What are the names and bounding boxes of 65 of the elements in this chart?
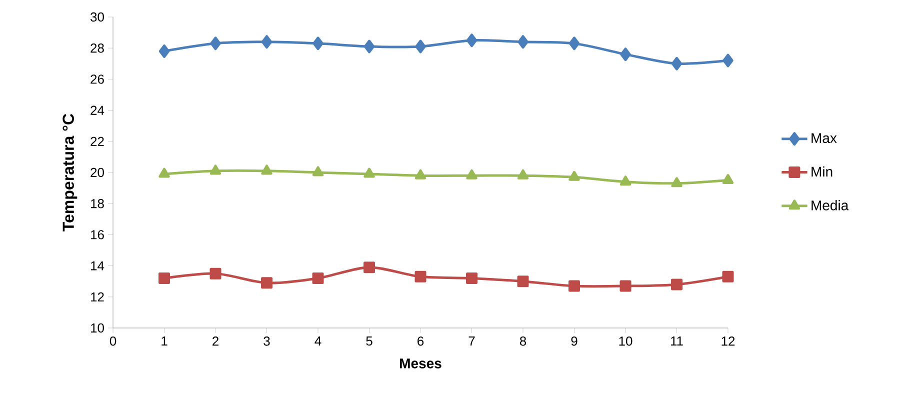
y-tick-label: 28 — [90, 43, 104, 53]
point — [312, 166, 324, 176]
point — [312, 272, 324, 284]
point — [568, 280, 580, 292]
legend-label: Media — [812, 200, 849, 210]
point — [415, 40, 426, 54]
y-tick-label: 24 — [90, 106, 104, 115]
point — [517, 169, 529, 180]
x-tick-label: 4 — [314, 336, 322, 346]
y-tick-label: 14 — [91, 261, 104, 270]
x-tick-label: 8 — [520, 336, 526, 346]
x-tick-label: 7 — [468, 336, 475, 346]
point — [620, 48, 631, 62]
point — [620, 280, 632, 292]
point — [671, 177, 682, 188]
x-tick-label: 5 — [366, 336, 372, 346]
point — [364, 40, 375, 54]
point — [364, 262, 376, 274]
x-tick-label: 3 — [264, 336, 270, 346]
point — [261, 277, 273, 289]
point — [466, 34, 478, 48]
point — [158, 168, 170, 178]
x-axis-title: Meses — [400, 358, 442, 368]
point — [568, 36, 580, 50]
y-tick-label: 30 — [90, 12, 104, 22]
point — [210, 268, 222, 280]
point — [414, 169, 426, 180]
x-tick-label: 1 — [162, 336, 168, 346]
x-tick-label: 9 — [571, 336, 578, 346]
x-tick-label: 6 — [418, 336, 424, 346]
point — [722, 54, 734, 68]
point — [261, 164, 272, 175]
point — [210, 36, 221, 50]
point — [722, 270, 734, 282]
y-tick-label: 16 — [91, 230, 104, 240]
point — [312, 36, 324, 50]
y-tick-label: 26 — [90, 74, 104, 84]
point — [620, 176, 632, 186]
point — [158, 272, 170, 284]
x-tick-label: 2 — [212, 336, 218, 346]
point — [414, 270, 426, 282]
point — [158, 44, 170, 58]
y-tick-label: 10 — [91, 323, 104, 333]
x-tick-label: 0 — [110, 336, 116, 346]
point — [210, 164, 222, 175]
point — [261, 35, 272, 49]
y-tick-label: 20 — [90, 168, 104, 178]
y-tick-label: 12 — [91, 292, 104, 302]
point — [466, 169, 478, 180]
y-tick-label: 22 — [90, 136, 104, 146]
point — [722, 174, 734, 184]
y-axis-title: Temperatura °C — [62, 114, 78, 232]
point — [568, 170, 580, 181]
point — [518, 35, 528, 49]
legend-label: Max — [812, 133, 837, 144]
point — [671, 278, 682, 290]
point — [466, 272, 478, 284]
x-tick-label: 10 — [619, 336, 632, 346]
point — [364, 168, 375, 178]
y-tick-label: 18 — [91, 198, 104, 208]
point — [517, 276, 529, 288]
x-tick-label: 12 — [722, 336, 735, 346]
legend-label: Min — [812, 166, 832, 177]
x-tick-label: 11 — [670, 336, 683, 346]
point — [671, 56, 682, 70]
